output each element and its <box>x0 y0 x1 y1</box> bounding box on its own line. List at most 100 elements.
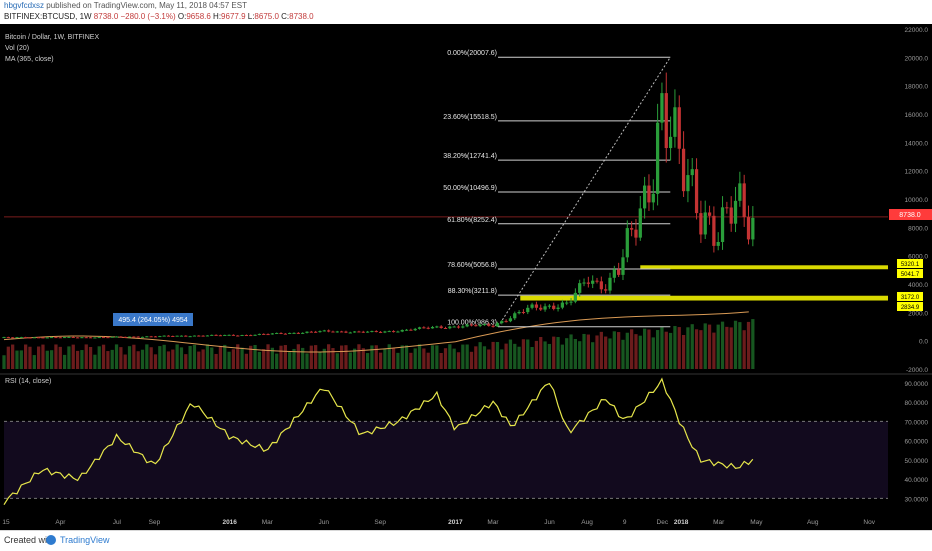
candle-body <box>677 107 681 149</box>
fib-box-2-text: 5041.7 <box>901 272 920 278</box>
volume-bar <box>357 344 361 369</box>
volume-bar <box>681 335 686 369</box>
volume-bar <box>526 339 530 369</box>
volume-bar <box>582 333 586 369</box>
time-axis-label: Jun <box>319 519 330 526</box>
candle-body <box>49 337 54 339</box>
volume-bar <box>223 344 227 369</box>
candle-body <box>521 311 526 313</box>
volume-bar <box>266 344 270 369</box>
chart-svg[interactable]: 0.00%(20007.6) 23.60%(15518.5) 38.20%(1274… <box>0 24 932 530</box>
candle-body <box>24 337 28 339</box>
fib-retracement[interactable]: 0.00%(20007.6) 23.60%(15518.5) 38.20%(1274… <box>443 50 888 328</box>
measure-box <box>113 313 193 326</box>
volume-bar <box>746 321 751 369</box>
candle-body <box>664 93 668 149</box>
volume-bar <box>58 346 62 369</box>
volume-bar <box>365 353 370 369</box>
open-label: O: <box>177 12 187 21</box>
measure-label: 495.4 (264.05%) 4954 <box>118 317 187 324</box>
volume-bar <box>236 344 240 369</box>
volume-bar <box>335 353 339 369</box>
ohlc-line: BITFINEX:BTCUSD, 1W 8738.0 −280.0 (−3.1%… <box>4 12 314 21</box>
volume-bar <box>71 344 75 369</box>
candle-body <box>699 213 703 235</box>
candle-body <box>266 334 270 336</box>
candle-body <box>651 193 655 203</box>
volume-bar <box>127 346 132 369</box>
volume-bar <box>249 345 253 369</box>
candle-body <box>283 333 287 335</box>
candle-body <box>240 335 244 337</box>
candle-body <box>374 331 378 333</box>
volume-bar <box>140 349 145 369</box>
author-link[interactable]: hbgvfcdxsz <box>4 1 45 10</box>
volume-bar <box>240 347 244 369</box>
volume-bar <box>361 348 365 369</box>
volume-bar <box>729 327 733 369</box>
candle-body <box>348 332 352 334</box>
candle-body <box>192 335 197 337</box>
volume-bar <box>625 332 629 369</box>
candle-body <box>136 336 140 338</box>
candle-body <box>179 335 184 337</box>
volume-bar <box>478 342 482 369</box>
tradingview-link[interactable]: TradingView <box>60 535 110 545</box>
candle-body <box>595 280 599 282</box>
volume-bar <box>257 351 262 369</box>
volume-bar <box>660 326 664 369</box>
candle-body <box>15 337 19 339</box>
candle-body <box>409 329 413 331</box>
candle-body <box>361 331 365 333</box>
volume-bar <box>253 344 257 369</box>
candle-body <box>223 334 227 336</box>
candle-body <box>569 301 573 303</box>
volume-bar <box>638 335 642 369</box>
price-axis-label: 14000.0 <box>905 140 929 147</box>
volume-bar <box>621 339 625 369</box>
candle-body <box>530 304 534 308</box>
time-axis-label: Mar <box>713 519 725 526</box>
candle-body <box>75 337 80 339</box>
candle-body <box>188 336 192 338</box>
low-label: L: <box>247 12 255 21</box>
fib-zone-upper <box>640 265 888 270</box>
tradingview-logo-icon[interactable] <box>46 535 56 545</box>
volume-bar <box>344 345 348 369</box>
open-value: 9658.6 <box>186 12 211 21</box>
volume-bar <box>461 344 465 369</box>
candle-body <box>552 305 556 309</box>
volume-bar <box>93 354 97 369</box>
publish-info: published on TradingView.com, May 11, 20… <box>46 1 247 10</box>
volume-bar <box>504 343 508 369</box>
low-value: 8675.0 <box>254 12 279 21</box>
candle-body <box>88 337 93 339</box>
candle-body <box>331 331 335 333</box>
volume-bar <box>171 349 175 369</box>
candle-body <box>686 175 690 192</box>
chart-area[interactable]: 0.00%(20007.6) 23.60%(15518.5) 38.20%(1274… <box>0 24 932 530</box>
volume-bar <box>205 344 210 369</box>
volume-bar <box>45 350 49 369</box>
candle-body <box>253 334 257 336</box>
volume-bar <box>227 351 231 369</box>
volume-bar <box>6 346 10 369</box>
time-axis-label: 15 <box>2 519 10 526</box>
candle-body <box>517 311 521 314</box>
candle-body <box>591 280 595 284</box>
candle-body <box>370 331 374 333</box>
symbol-label: BITFINEX:BTCUSD, 1W <box>4 12 92 21</box>
volume-bar <box>500 349 504 369</box>
candle-body <box>119 336 123 338</box>
candle-body <box>443 327 448 329</box>
volume-bar <box>642 328 647 369</box>
price-axis-label: 22000.0 <box>905 27 929 34</box>
volume-bar <box>136 351 140 369</box>
volume-bar <box>690 324 694 369</box>
volume-bar <box>262 349 266 369</box>
volume-bar <box>54 344 58 369</box>
volume-bar <box>426 352 430 369</box>
close-value: 8738.0 <box>289 12 314 21</box>
candle-body <box>435 326 439 328</box>
volume-bar <box>474 346 478 369</box>
